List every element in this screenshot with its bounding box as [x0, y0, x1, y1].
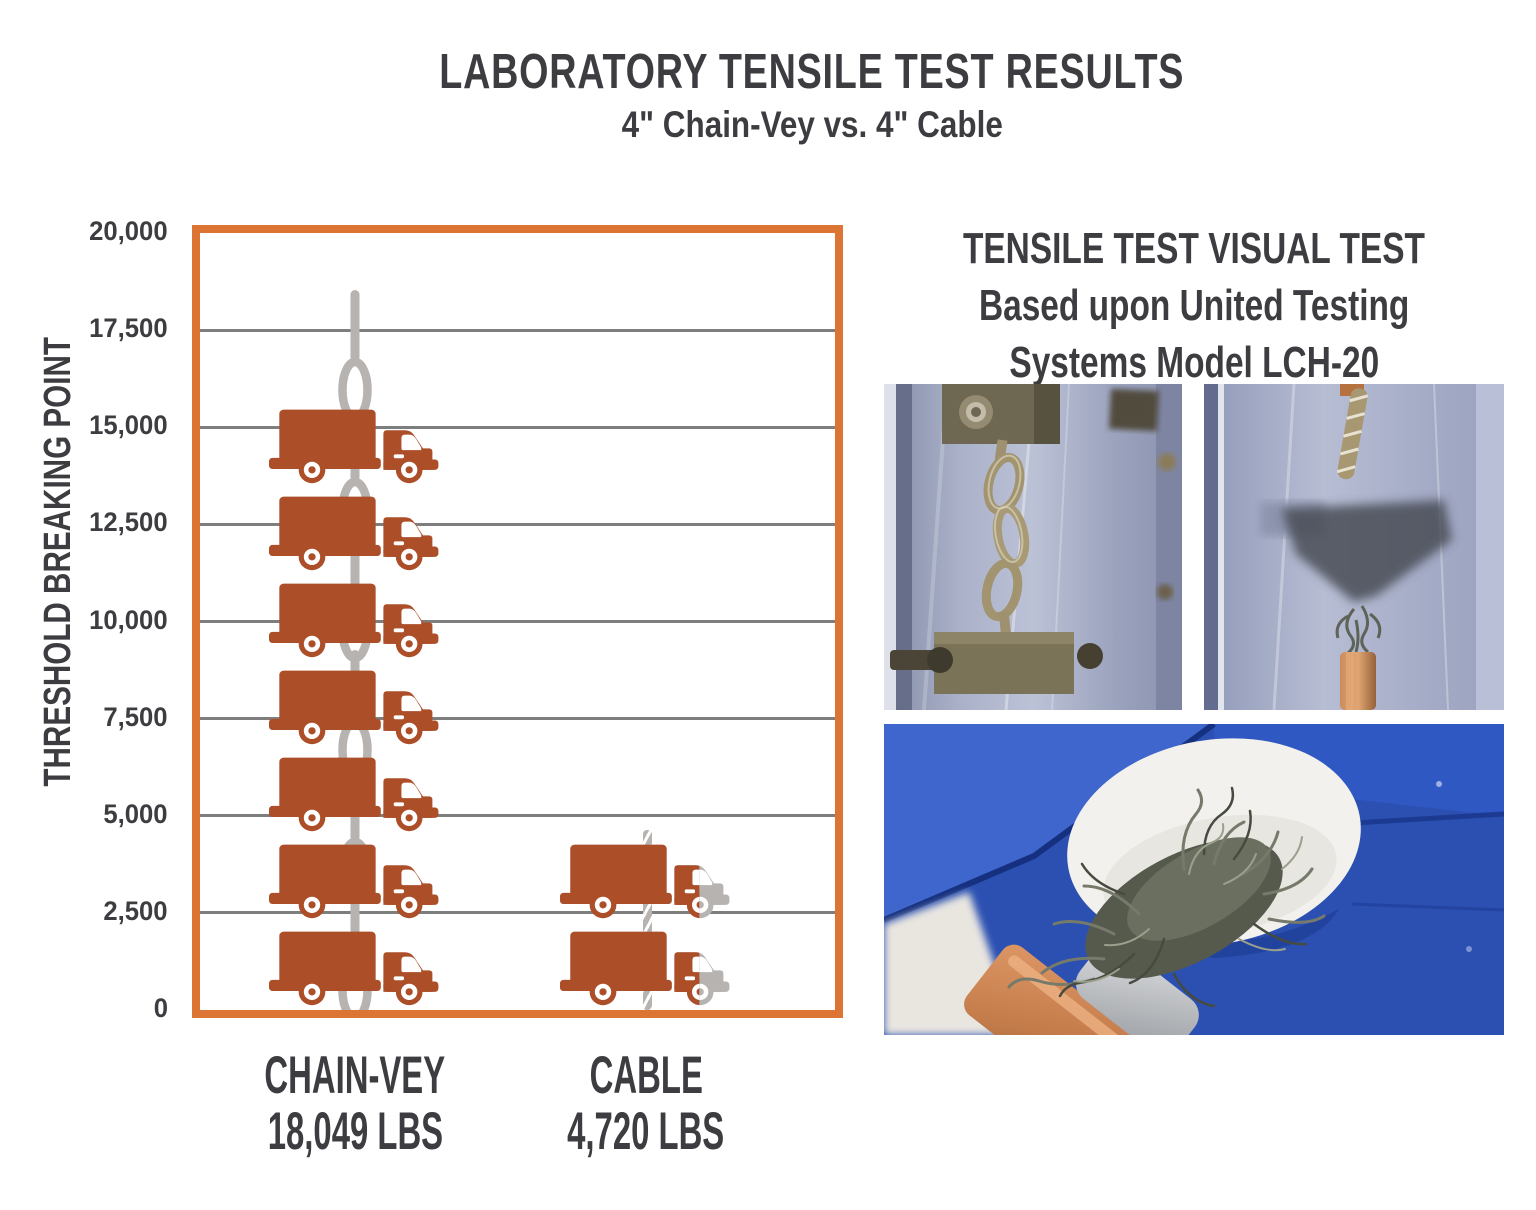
truck-icon: [269, 757, 441, 834]
truck-icon: [269, 496, 441, 573]
category-value: 4,720 LBS: [567, 1102, 725, 1161]
truck-icon: [269, 931, 441, 1008]
gridline: [200, 425, 835, 429]
page-title: LABORATORY TENSILE TEST RESULTS: [439, 45, 1185, 99]
heading-line: TENSILE TEST VISUAL TEST: [962, 224, 1426, 273]
y-tick-label: 17,500: [89, 313, 168, 344]
cable-rope-icon: [643, 830, 652, 1010]
y-tick-label: 0: [153, 993, 168, 1023]
page-subtitle: 4" Chain-Vey vs. 4" Cable: [621, 104, 1003, 145]
right-panel-heading: TENSILE TEST VISUAL TEST Based upon Unit…: [883, 220, 1505, 391]
frayed-cable-closeup-photo: [884, 724, 1504, 1035]
gridline: [200, 522, 835, 526]
cable-truck-icon: [560, 931, 732, 1008]
chain-in-tensile-tester-photo: [884, 384, 1182, 710]
cable-in-tensile-tester-photo: [1204, 384, 1504, 710]
y-tick-label: 20,000: [89, 216, 168, 246]
gridline: [200, 620, 835, 623]
gridline: [200, 814, 835, 818]
category-label-cable: CABLE 4,720 LBS: [486, 1048, 806, 1160]
truck-icon: [269, 670, 441, 747]
category-label-chain-vey: CHAIN-VEY 18,049 LBS: [195, 1048, 515, 1160]
category-name: CABLE: [589, 1046, 703, 1105]
y-tick-label: 2,500: [103, 895, 168, 926]
truck-icon: [269, 844, 441, 921]
heading-line: Systems Model LCH-20: [1009, 338, 1379, 387]
y-tick-label: 15,000: [89, 410, 168, 441]
gridline: [200, 717, 835, 721]
y-tick-label: 10,000: [89, 604, 168, 635]
gridline: [200, 328, 835, 332]
heading-line: Based upon United Testing: [978, 281, 1410, 330]
gridline: [200, 911, 835, 915]
y-tick-label: 12,500: [89, 507, 168, 538]
truck-icon: [269, 409, 441, 486]
y-tick-label: 7,500: [103, 701, 168, 732]
truck-icon: [269, 583, 441, 660]
cable-truck-icon: [560, 844, 732, 921]
y-tick-label: 5,000: [103, 798, 168, 829]
category-name: CHAIN-VEY: [264, 1046, 446, 1105]
category-value: 18,049 LBS: [267, 1102, 443, 1161]
